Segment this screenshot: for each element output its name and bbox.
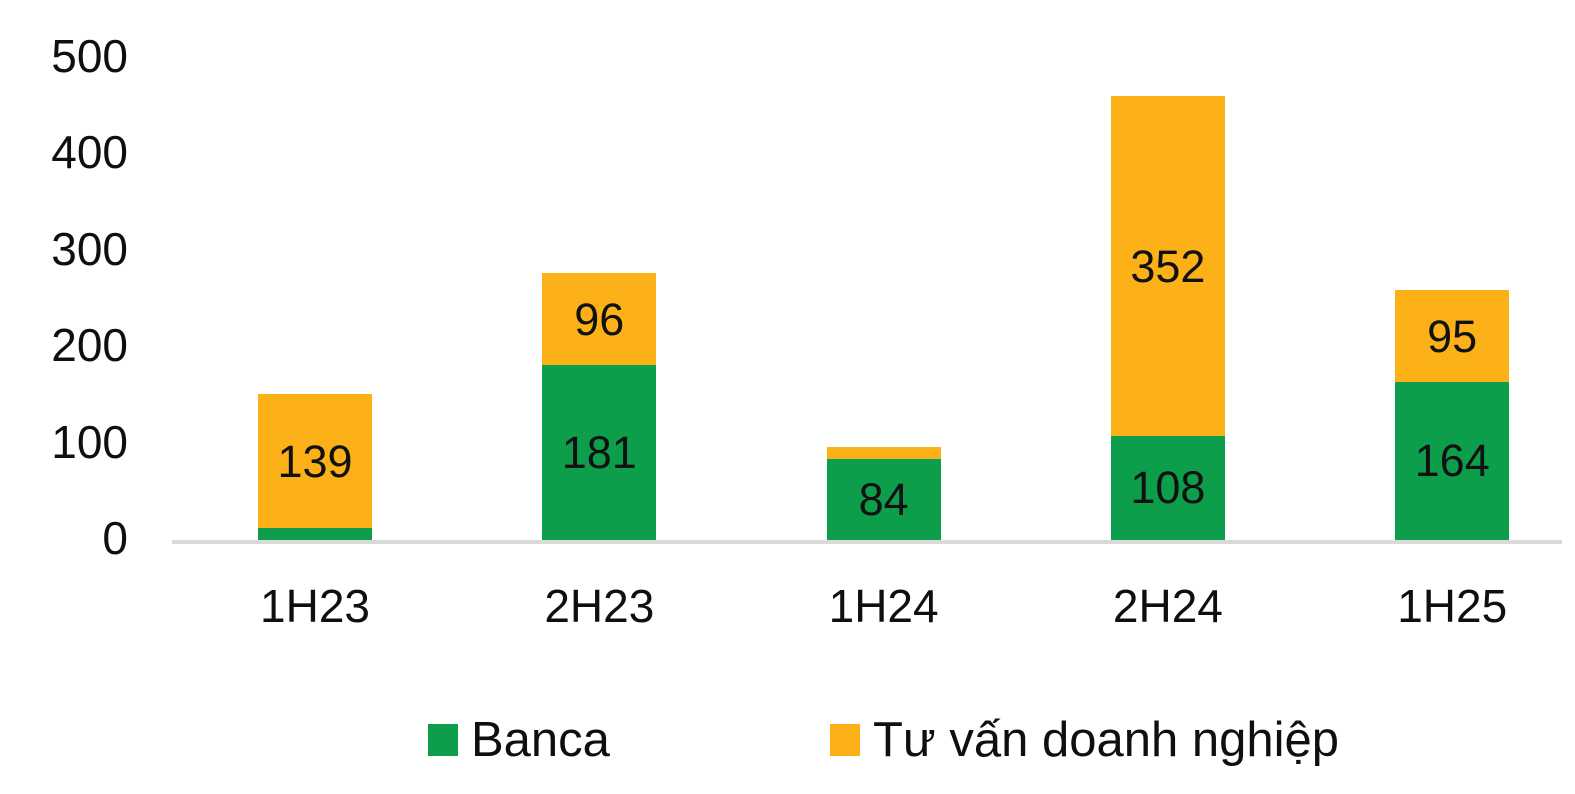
- bar-segment-tu-van-doanh-nghiep-1h23: 139: [258, 394, 372, 529]
- bar-segment-tu-van-doanh-nghiep-1h24: [826, 447, 941, 459]
- bar-value-label: 84: [858, 473, 909, 525]
- x-axis-tick-label-1h25: 1H25: [1397, 580, 1508, 632]
- bar-value-label: 96: [574, 293, 625, 345]
- x-axis-tick-label-1h23: 1H23: [260, 580, 370, 632]
- legend-swatch-icon: [830, 724, 860, 756]
- bar-segment-banca-1h23: [258, 528, 372, 540]
- bar-segment-banca-2h23: 181: [542, 365, 657, 540]
- legend-label: Banca: [471, 713, 610, 767]
- x-axis-tick-label-1h24: 1H24: [828, 580, 939, 632]
- bar-segment-tu-van-doanh-nghiep-2h23: 96: [542, 272, 657, 366]
- y-axis-tick-label-500: 500: [51, 29, 128, 82]
- bar-value-label: 139: [277, 435, 353, 487]
- y-axis-tick-label-400: 400: [51, 126, 128, 179]
- bar-value-label: 95: [1427, 310, 1478, 362]
- legend-item-banca: Banca: [428, 712, 610, 768]
- bar-value-label: 352: [1130, 240, 1206, 292]
- bar-value-label: 164: [1414, 435, 1490, 487]
- y-axis-tick-label-0: 0: [102, 512, 128, 564]
- bar-segment-banca-1h25: 164: [1395, 381, 1510, 540]
- y-axis-tick-label-300: 300: [51, 222, 128, 275]
- legend-swatch-icon: [428, 724, 458, 756]
- x-axis-tick-label-2h24: 2H24: [1112, 580, 1223, 632]
- bar-segment-tu-van-doanh-nghiep-1h25: 95: [1395, 290, 1510, 382]
- legend-label: Tư vấn doanh nghiệp: [873, 713, 1339, 767]
- bar-segment-banca-1h24: 84: [826, 458, 941, 540]
- y-axis-tick-label-100: 100: [51, 415, 128, 468]
- x-axis-line: [172, 540, 1562, 544]
- bar-value-label: 108: [1130, 462, 1206, 514]
- legend-item-tu-van-doanh-nghiep: Tư vấn doanh nghiệp: [830, 712, 1339, 768]
- bar-segment-tu-van-doanh-nghiep-2h24: 352: [1110, 96, 1225, 436]
- y-axis-tick-label-200: 200: [51, 319, 128, 372]
- x-axis-tick-label-2h23: 2H23: [544, 580, 655, 632]
- bar-segment-banca-2h24: 108: [1110, 435, 1225, 540]
- bar-value-label: 181: [561, 427, 637, 479]
